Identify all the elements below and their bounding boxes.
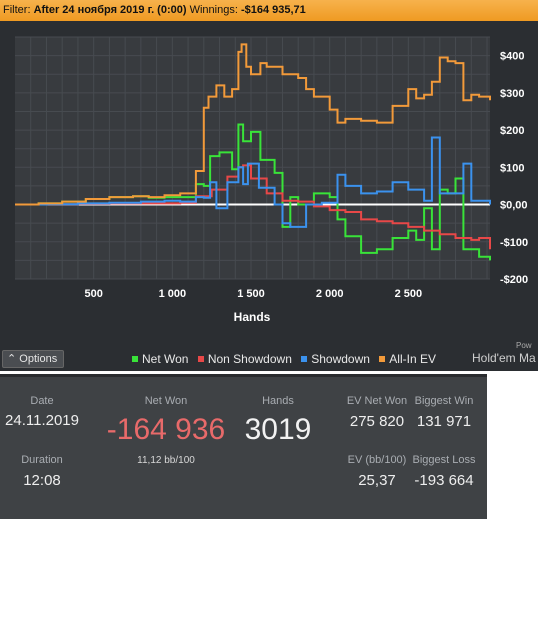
winnings-chart: $400 $300 $200 $100 $0,00 -$100 -$200 500 1 000… <box>15 36 528 324</box>
y-tick-label: $100 <box>500 162 524 174</box>
legend-item-all-in-ev[interactable]: All-In EV <box>379 351 436 367</box>
series-line-non-showdown <box>15 164 491 250</box>
series-line-all-in-ev <box>15 43 491 206</box>
legend-label: Showdown <box>311 352 370 366</box>
legend-swatch <box>197 356 204 362</box>
legend-item-non-showdown[interactable]: Non Showdown <box>197 351 292 367</box>
x-tick-labels: 500 1 000 1 500 2 000 2 500 <box>84 288 422 300</box>
legend: Net Won Non Showdown Showdown All-In EV <box>132 351 442 367</box>
biggest-win-value: 131 971 <box>416 413 472 430</box>
duration-label: Duration <box>21 454 63 466</box>
legend-item-showdown[interactable]: Showdown <box>301 351 370 367</box>
x-tick-label: 1 500 <box>237 288 265 300</box>
winnings-label: Winnings: <box>189 4 238 16</box>
series-line-showdown <box>15 136 491 228</box>
chart-panel: $400 $300 $200 $100 $0,00 -$100 -$200 500 1 000… <box>0 21 538 371</box>
filter-value[interactable]: After 24 ноября 2019 г. (0:00) <box>33 4 187 16</box>
chevron-up-icon: ⌃ <box>7 353 17 365</box>
biggest-loss-value: -193 664 <box>414 472 474 489</box>
date-label: Date <box>30 395 54 407</box>
bb-per-100-value: 11,12 bb/100 <box>137 455 195 466</box>
series-lines <box>15 43 491 261</box>
x-tick-label: 1 000 <box>159 288 187 300</box>
x-tick-label: 2 500 <box>395 288 423 300</box>
powered-label: Pow <box>516 341 532 350</box>
y-tick-label: $200 <box>500 125 524 137</box>
y-tick-labels: $400 $300 $200 $100 $0,00 -$100 -$200 <box>500 51 528 286</box>
y-tick-label: -$100 <box>500 237 528 249</box>
options-button[interactable]: ⌃ Options <box>2 350 64 368</box>
y-tick-label: -$200 <box>500 274 528 286</box>
ev-bb-label: EV (bb/100) <box>347 454 407 466</box>
netwon-value: -164 936 <box>106 413 226 446</box>
ev-net-won-label: EV Net Won <box>346 395 408 407</box>
legend-swatch <box>379 356 386 362</box>
x-axis-label: Hands <box>234 310 271 324</box>
legend-item-net-won[interactable]: Net Won <box>132 351 188 367</box>
brand-label: Hold'em Ma <box>472 351 536 365</box>
duration-value: 12:08 <box>23 472 61 489</box>
x-tick-label: 2 000 <box>316 288 344 300</box>
x-tick-label: 500 <box>84 288 102 300</box>
legend-label: All-In EV <box>389 352 436 366</box>
legend-swatch <box>132 356 138 362</box>
y-tick-label: $400 <box>500 51 524 63</box>
options-label: Options <box>19 353 58 365</box>
date-value: 24.11.2019 <box>5 412 79 429</box>
y-tick-label: $0,00 <box>500 200 528 212</box>
hands-value: 3019 <box>244 413 312 446</box>
netwon-label: Net Won <box>144 395 188 407</box>
filter-bar: Filter: After 24 ноября 2019 г. (0:00) W… <box>0 0 538 21</box>
legend-label: Net Won <box>142 352 189 366</box>
legend-swatch <box>301 356 308 362</box>
winnings-value: -$164 935,71 <box>240 4 306 16</box>
y-tick-label: $300 <box>500 88 524 100</box>
ev-net-won-value: 275 820 <box>349 413 405 430</box>
filter-label: Filter: <box>3 4 31 16</box>
stats-panel: Date 24.11.2019 Duration 12:08 Net Won -… <box>0 374 487 519</box>
biggest-loss-label: Biggest Loss <box>412 454 476 466</box>
biggest-win-label: Biggest Win <box>414 395 474 407</box>
legend-label: Non Showdown <box>207 352 292 366</box>
ev-bb-value: 25,37 <box>358 472 396 489</box>
hands-label: Hands <box>262 395 294 407</box>
